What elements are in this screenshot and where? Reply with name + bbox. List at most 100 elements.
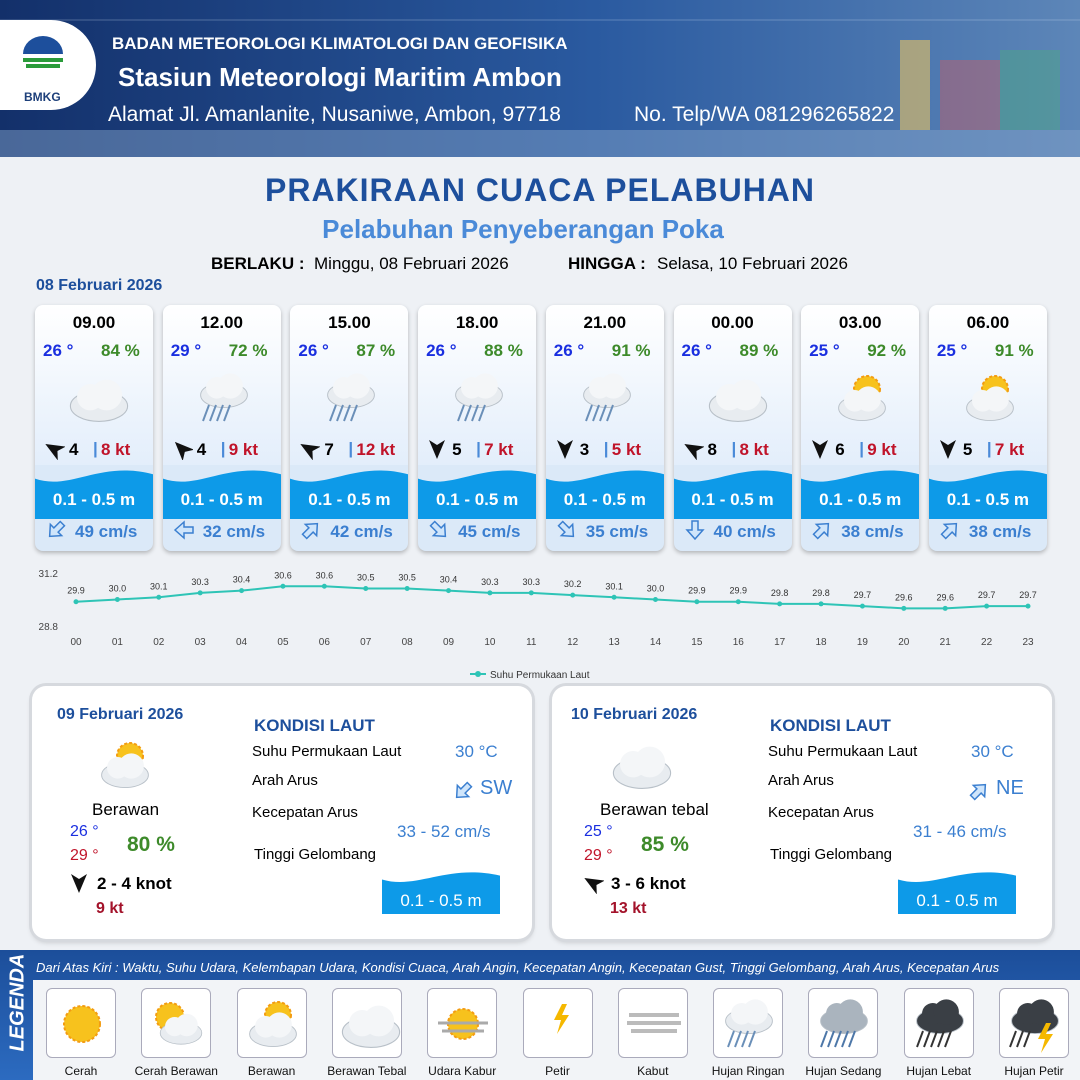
sst: 30 °C xyxy=(455,742,498,761)
temp-min: 25 ° xyxy=(584,823,613,840)
legend-icon-box xyxy=(808,988,879,1058)
humidity: 85 % xyxy=(641,833,689,856)
data-label: 30.3 xyxy=(191,577,209,587)
humidity: 87 % xyxy=(356,341,396,360)
sst-point xyxy=(942,605,948,611)
time: 15.00 xyxy=(328,313,371,332)
wind-arrow xyxy=(429,440,446,459)
sst-point xyxy=(570,592,576,598)
data-label: 30.5 xyxy=(357,572,375,582)
weather: Berawan xyxy=(92,800,160,819)
wind-speed: 5 xyxy=(962,440,973,459)
sst-point xyxy=(321,583,327,589)
wave-height: 0.1 - 0.5 m xyxy=(308,490,391,509)
current-speed: 32 cm/s xyxy=(202,522,266,541)
separator: | xyxy=(603,439,609,458)
wave-shape xyxy=(801,470,920,519)
x-tick-label: 10 xyxy=(484,637,496,648)
humidity: 84 % xyxy=(101,341,140,360)
x-tick-label: 17 xyxy=(774,637,786,648)
valid-from-label: BERLAKU : xyxy=(211,254,305,273)
humidity: 89 % xyxy=(739,341,779,360)
sst-label: Suhu Permukaan Laut xyxy=(252,743,402,760)
weather-icon xyxy=(455,373,503,422)
current-speed: 42 cm/s xyxy=(330,522,393,541)
sst-point xyxy=(735,599,741,605)
gust: 8 kt xyxy=(739,440,769,459)
sst-chart: 28.8 31.2 00 01 02 03 04 05 06 07 08 09 10 11 12 13 14 15… xyxy=(39,569,1037,681)
data-label: 30.5 xyxy=(398,572,416,582)
current-arrow xyxy=(301,522,319,540)
speed-label: Kecepatan Arus xyxy=(252,804,358,821)
wave-label: Tinggi Gelombang xyxy=(770,846,893,863)
wave: 0.1 - 0.5 m xyxy=(916,891,998,910)
time: 06.00 xyxy=(966,313,1010,332)
logo-text: BMKG xyxy=(24,90,61,104)
temp-max: 29 ° xyxy=(70,847,99,864)
wave: 0.1 - 0.5 m xyxy=(400,891,482,910)
gust: 13 kt xyxy=(610,900,647,917)
sst-point xyxy=(984,603,990,609)
gust: 8 kt xyxy=(101,440,131,459)
x-tick-label: 04 xyxy=(236,637,248,648)
humidity: 91 % xyxy=(611,341,651,360)
data-label: 29.8 xyxy=(771,588,789,598)
sst-point xyxy=(73,599,79,605)
title: PRAKIRAAN CUACA PELABUHAN xyxy=(264,172,816,208)
legend-item: Hujan Petir xyxy=(1004,1064,1064,1078)
weather-icon xyxy=(966,375,1014,422)
x-tick-label: 03 xyxy=(195,637,207,648)
x-tick-label: 15 xyxy=(691,637,703,648)
legend-icon-box xyxy=(141,988,212,1058)
dir-label: Arah Arus xyxy=(768,772,834,789)
legend-icon-box xyxy=(46,988,116,1058)
current-arrow xyxy=(455,781,473,799)
day-panel: 10 Februari 2026 Berawan tebal 25 ° 29 ° 85 … xyxy=(552,686,1052,939)
data-label: 29.7 xyxy=(854,590,872,600)
x-tick-label: 19 xyxy=(857,637,869,648)
valid-to-label: HINGGA : xyxy=(568,254,646,273)
wind-arrow xyxy=(556,440,573,459)
wind-speed: 6 xyxy=(835,440,845,459)
data-label: 30.4 xyxy=(233,575,251,585)
speed: 33 - 52 cm/s xyxy=(397,822,491,841)
gust: 9 kt xyxy=(867,440,897,459)
sst-point xyxy=(239,588,245,594)
air-temp: 25 ° xyxy=(809,341,840,360)
sst-point xyxy=(280,583,286,589)
legend-icon xyxy=(341,1005,401,1048)
legend-icon-box xyxy=(999,988,1069,1058)
current-arrow xyxy=(48,520,66,538)
sea-label: KONDISI LAUT xyxy=(770,716,891,735)
wind-arrow xyxy=(939,440,956,459)
sst-point xyxy=(197,590,203,596)
current-arrow xyxy=(684,520,705,541)
data-label: 30.6 xyxy=(316,570,334,580)
valid-from: Minggu, 08 Februari 2026 xyxy=(314,254,509,273)
sst-point xyxy=(446,588,452,594)
sst-point xyxy=(694,599,700,605)
legend-item: Petir xyxy=(545,1064,570,1078)
header: BMKG BADAN METEOROLOGI KLIMATOLOGI DAN G… xyxy=(0,0,1080,157)
data-label: 30.6 xyxy=(274,570,292,580)
legend-icon xyxy=(553,1004,569,1034)
data-label: 30.0 xyxy=(109,584,127,594)
speed-label: Kecepatan Arus xyxy=(768,804,874,821)
time: 21.00 xyxy=(583,313,627,332)
sst: 30 °C xyxy=(971,742,1014,761)
weather-icon xyxy=(708,379,767,422)
air-temp: 26 ° xyxy=(298,341,329,360)
legend-icon-box xyxy=(236,988,307,1058)
wind-arrow xyxy=(45,444,65,460)
sst-point xyxy=(487,590,493,596)
wave-height: 0.1 - 0.5 m xyxy=(180,490,263,509)
weather: Berawan tebal xyxy=(600,800,709,819)
legend-icon-box xyxy=(903,988,974,1058)
sst-point xyxy=(114,597,120,602)
address: Alamat Jl. Amanlanite, Nusaniwe, Ambon, … xyxy=(108,103,561,126)
x-tick-label: 22 xyxy=(981,637,993,648)
day-panel: 09 Februari 2026 Berawan 26 ° 29 ° 80 % 2 - 4… xyxy=(32,686,532,939)
forecast-card: 15.00 26 ° 87 % 7 | 12 kt 0.1 - 0.5 m 42 cm/s xyxy=(290,305,409,551)
current-arrow xyxy=(969,783,987,801)
